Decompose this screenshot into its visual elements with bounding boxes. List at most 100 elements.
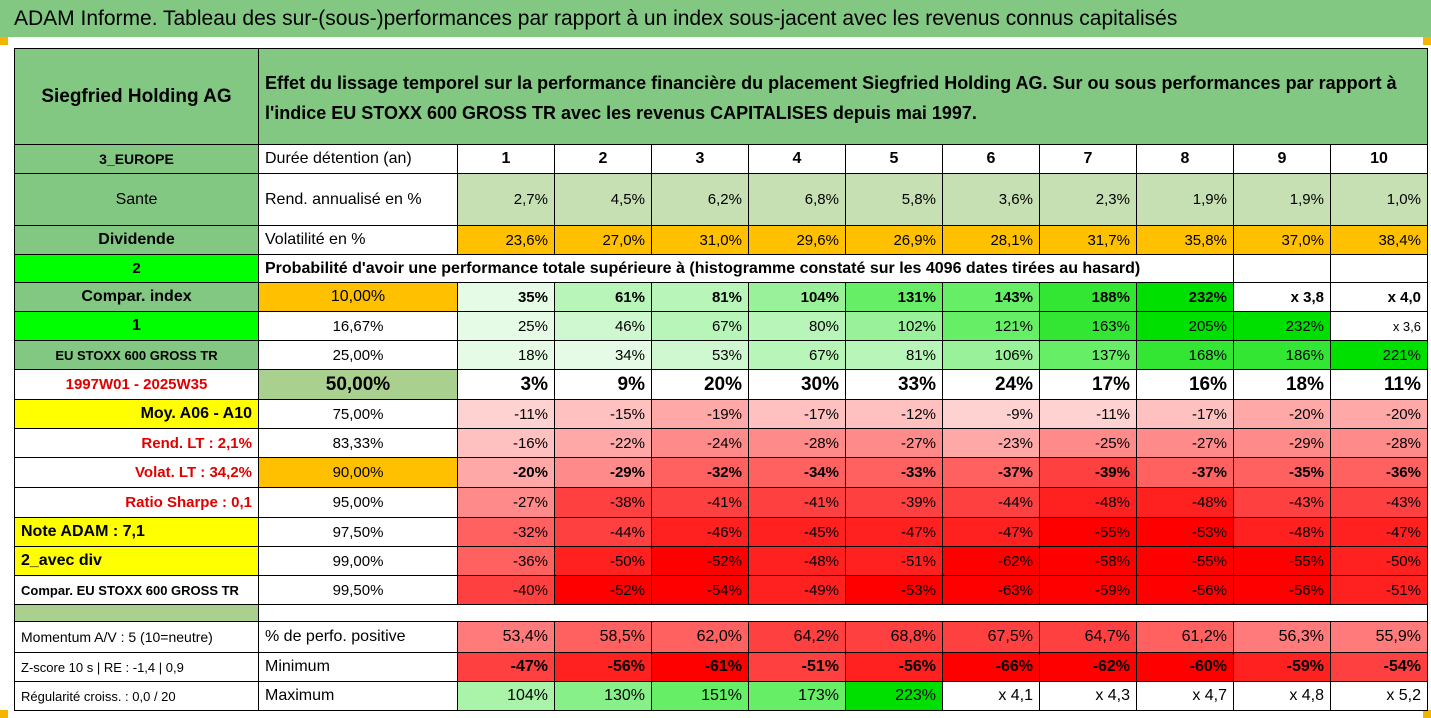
quantile-value: -22% [554, 428, 652, 458]
quantile-value: 81% [651, 282, 749, 312]
separator [258, 604, 1428, 622]
quantile-value: 163% [1039, 311, 1137, 341]
quantile-value: -11% [1039, 399, 1137, 429]
quantile-value: 18% [1233, 369, 1331, 400]
quantile-value: -55% [1136, 546, 1234, 576]
vol-value: 29,6% [748, 225, 846, 255]
quantile-value: -46% [651, 517, 749, 547]
quantile-value: -20% [1330, 399, 1428, 429]
type-label: Dividende [14, 225, 259, 255]
quantile-value: -51% [845, 546, 943, 576]
quantile-value: -20% [457, 457, 555, 488]
quantile-value: 24% [942, 369, 1040, 400]
years-label: Durée détention (an) [258, 144, 458, 174]
quantile-value: 17% [1039, 369, 1137, 400]
stat-value-min: -56% [554, 652, 652, 682]
quantile-value: 35% [457, 282, 555, 312]
quantile-value: -27% [845, 428, 943, 458]
stat-value-max: 173% [748, 681, 846, 711]
stat-value-max: 130% [554, 681, 652, 711]
rend-value: 1,9% [1233, 173, 1331, 226]
quantile-value: 61% [554, 282, 652, 312]
stat-value-min: -62% [1039, 652, 1137, 682]
corner-mark [0, 710, 8, 718]
quantile-probability: 83,33% [258, 428, 458, 458]
quantile-probability: 90,00% [258, 457, 458, 488]
left-label-regularite: Régularité croiss. : 0,0 / 20 [14, 681, 259, 711]
stat-value-max: x 5,2 [1330, 681, 1428, 711]
quantile-value: -43% [1233, 487, 1331, 518]
quantile-value: 188% [1039, 282, 1137, 312]
quantile-value: -39% [1039, 457, 1137, 488]
quantile-value: 53% [651, 340, 749, 370]
quantile-value: -53% [845, 575, 943, 605]
quantile-value: 34% [554, 340, 652, 370]
year-header: 9 [1233, 144, 1331, 174]
quantile-value: 80% [748, 311, 846, 341]
quantile-value: 11% [1330, 369, 1428, 400]
quantile-value: 81% [845, 340, 943, 370]
vol-value: 37,0% [1233, 225, 1331, 255]
stat-row-pos: Momentum A/V : 5 (10=neutre)% de perfo. … [14, 621, 1428, 653]
quantile-probability: 10,00% [258, 282, 458, 312]
quantile-value: 67% [651, 311, 749, 341]
quantile-value: -29% [554, 457, 652, 488]
separator [14, 604, 259, 622]
quantile-probability: 99,50% [258, 575, 458, 605]
quantile-value: -48% [1039, 487, 1137, 518]
quantile-value: 232% [1136, 282, 1234, 312]
stat-label-pos: % de perfo. positive [258, 621, 458, 653]
quantile-value: -50% [1330, 546, 1428, 576]
quantile-row: Compar. EU STOXX 600 GROSS TR 99,50% -40% -… [14, 575, 1428, 605]
rend-value: 3,6% [942, 173, 1040, 226]
stat-label-max: Maximum [258, 681, 458, 711]
year-header: 2 [554, 144, 652, 174]
stat-value-max: x 4,3 [1039, 681, 1137, 711]
quantile-value: -56% [1233, 575, 1331, 605]
quantile-row: Volat. LT : 34,2% 90,00% -20% -29% -32% -34% -… [14, 457, 1428, 488]
quantile-value: 46% [554, 311, 652, 341]
left-label-compar-index: Compar. index [14, 282, 259, 312]
rend-value: 2,7% [457, 173, 555, 226]
quantile-value: -37% [1136, 457, 1234, 488]
quantile-value: -41% [651, 487, 749, 518]
quantile-value: -52% [554, 575, 652, 605]
quantile-value: -47% [942, 517, 1040, 547]
quantile-value: -41% [748, 487, 846, 518]
quantile-value: 30% [748, 369, 846, 400]
stat-value-pos: 61,2% [1136, 621, 1234, 653]
corner-mark [1423, 37, 1431, 45]
region-label: 3_EUROPE [14, 144, 259, 174]
vol-value: 27,0% [554, 225, 652, 255]
vol-value: 35,8% [1136, 225, 1234, 255]
company-name: Siegfried Holding AG [14, 48, 259, 145]
rend-value: 1,0% [1330, 173, 1428, 226]
quantile-value: -27% [1136, 428, 1234, 458]
quantile-value: -47% [845, 517, 943, 547]
year-header: 10 [1330, 144, 1428, 174]
quantile-value: -9% [942, 399, 1040, 429]
stat-value-min: -51% [748, 652, 846, 682]
stat-value-max: 151% [651, 681, 749, 711]
quantile-value: -44% [554, 517, 652, 547]
stat-value-pos: 67,5% [942, 621, 1040, 653]
rend-value: 2,3% [1039, 173, 1137, 226]
quantile-value: -32% [457, 517, 555, 547]
stat-label-min: Minimum [258, 652, 458, 682]
quantile-value: -50% [554, 546, 652, 576]
quantile-value: x 3,8 [1233, 282, 1331, 312]
stat-value-min: -47% [457, 652, 555, 682]
year-header: 6 [942, 144, 1040, 174]
quantile-value: -59% [1039, 575, 1137, 605]
quantile-value: 186% [1233, 340, 1331, 370]
quantile-value: -34% [748, 457, 846, 488]
quantile-value: -58% [1039, 546, 1137, 576]
quantile-value: -29% [1233, 428, 1331, 458]
stat-value-pos: 62,0% [651, 621, 749, 653]
quantile-value: -48% [1136, 487, 1234, 518]
quantile-value: -40% [457, 575, 555, 605]
rend-value: 6,2% [651, 173, 749, 226]
left-label-index-name: EU STOXX 600 GROSS TR [14, 340, 259, 370]
stat-value-max: 223% [845, 681, 943, 711]
left-label-compar-full: Compar. EU STOXX 600 GROSS TR [14, 575, 259, 605]
